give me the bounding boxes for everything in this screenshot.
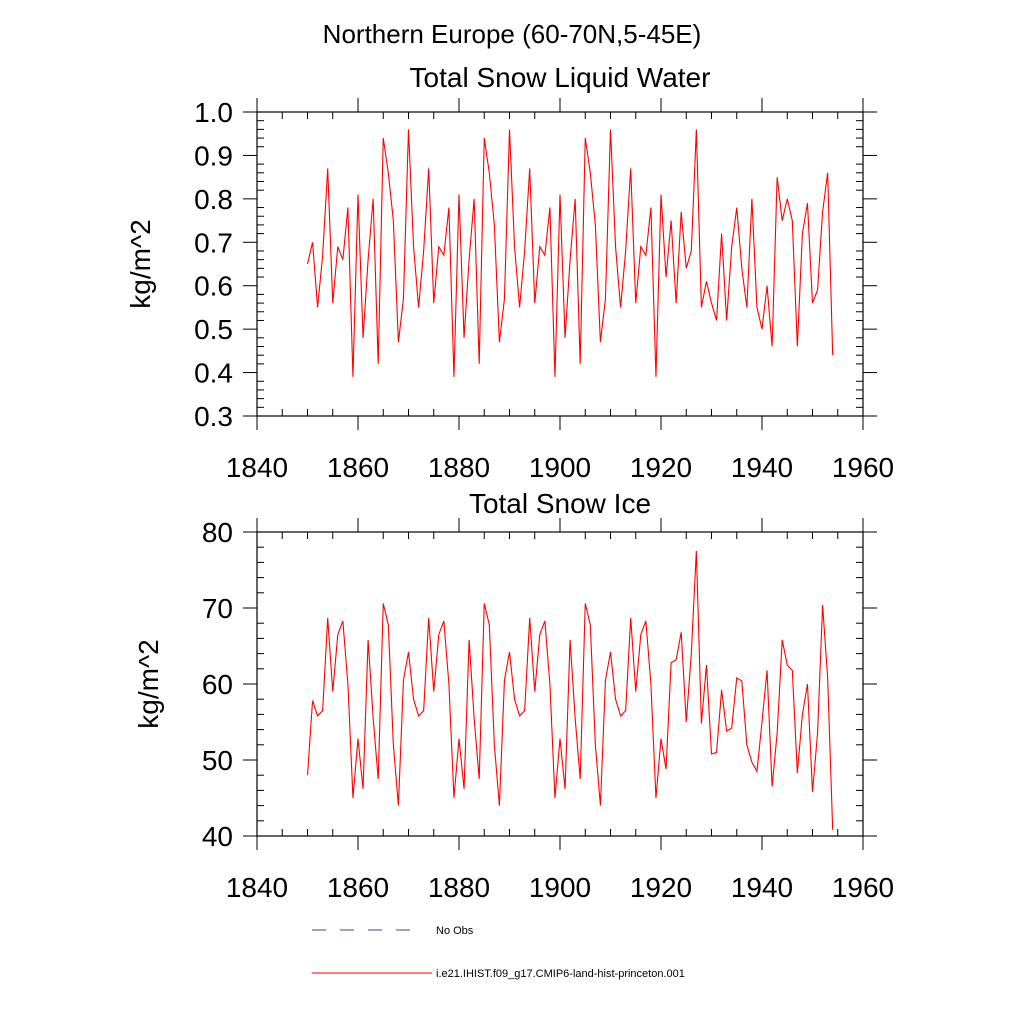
y-tick-label: 40	[202, 821, 233, 852]
x-tick-label: 1840	[226, 452, 288, 483]
legend-label-model: i.e21.IHIST.f09_g17.CMIP6-land-hist-prin…	[436, 968, 685, 980]
plot-frame	[256, 531, 864, 837]
panel-snow-liquid-water: Total Snow Liquid Water kg/m^2 1840 1860 188…	[125, 62, 894, 483]
x-tick-label: 1860	[327, 872, 389, 903]
x-tick-label: 1880	[428, 452, 490, 483]
x-tick-label: 1940	[731, 872, 793, 903]
x-tick-label: 1960	[832, 452, 894, 483]
x-tick-label: 1880	[428, 872, 490, 903]
plot-frame	[256, 111, 864, 417]
x-tick-label: 1900	[529, 872, 591, 903]
series-line	[306, 550, 834, 830]
x-tick-label: 1920	[630, 452, 692, 483]
series-line	[306, 129, 834, 377]
x-tick-label: 1920	[630, 872, 692, 903]
y-tick-label: 0.7	[194, 227, 233, 258]
y-tick-label: 1.0	[194, 97, 233, 128]
y-tick-label: 0.3	[194, 401, 233, 432]
y-tick-label: 0.4	[194, 358, 233, 389]
x-tick-label: 1840	[226, 872, 288, 903]
panel-snow-ice: Total Snow Ice kg/m^2 1840 1860 1880 1900 1920…	[133, 488, 894, 903]
figure-title: Northern Europe (60-70N,5-45E)	[323, 19, 702, 49]
chart-title: Total Snow Ice	[469, 488, 651, 519]
x-tick-label: 1940	[731, 452, 793, 483]
chart-title: Total Snow Liquid Water	[410, 62, 711, 93]
y-tick-label: 0.9	[194, 140, 233, 171]
y-tick-label: 0.5	[194, 314, 233, 345]
y-axis-label: kg/m^2	[125, 219, 156, 308]
y-tick-label: 70	[202, 593, 233, 624]
x-tick-label: 1900	[529, 452, 591, 483]
y-axis-label: kg/m^2	[133, 639, 164, 728]
x-tick-label: 1960	[832, 872, 894, 903]
y-tick-label: 60	[202, 669, 233, 700]
y-tick-label: 50	[202, 745, 233, 776]
legend: No Obs i.e21.IHIST.f09_g17.CMIP6-land-hi…	[312, 925, 685, 980]
y-tick-label: 0.6	[194, 271, 233, 302]
legend-label-no-obs: No Obs	[436, 925, 474, 937]
y-tick-label: 0.8	[194, 184, 233, 215]
x-tick-label: 1860	[327, 452, 389, 483]
y-tick-label: 80	[202, 517, 233, 548]
